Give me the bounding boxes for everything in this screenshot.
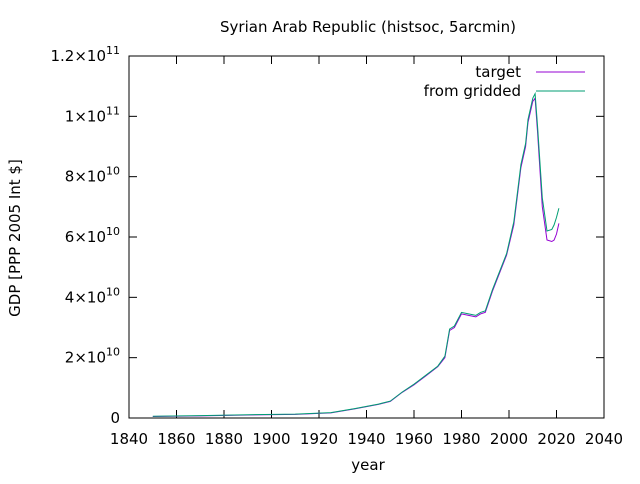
y-tick-label: 2×1010 bbox=[65, 346, 120, 367]
x-tick-label: 1860 bbox=[157, 430, 195, 448]
x-tick-label: 2000 bbox=[490, 430, 528, 448]
legend-label: target bbox=[475, 63, 521, 81]
x-axis-title: year bbox=[351, 456, 385, 474]
y-tick-label: 1×1011 bbox=[65, 104, 120, 125]
x-tick-label: 1900 bbox=[252, 430, 290, 448]
y-tick-exponent: 11 bbox=[106, 104, 120, 117]
y-tick-label: 0 bbox=[110, 409, 120, 427]
x-tick-label: 1980 bbox=[442, 430, 480, 448]
y-tick-exponent: 10 bbox=[106, 285, 120, 298]
x-tick-label: 2020 bbox=[537, 430, 575, 448]
series-line-2 bbox=[152, 91, 560, 417]
series-layer bbox=[152, 91, 560, 417]
y-tick-exponent: 10 bbox=[106, 225, 120, 238]
y-tick-exponent: 10 bbox=[106, 165, 120, 178]
series-line-1 bbox=[152, 96, 560, 417]
y-tick-label: 4×1010 bbox=[65, 285, 120, 306]
y-tick-exponent: 11 bbox=[106, 44, 120, 57]
x-tick-label: 2040 bbox=[585, 430, 623, 448]
x-axis: 1840 1860 1880 1900 1920 1940 1960 1980 2000 2020… bbox=[110, 56, 623, 448]
y-axis-title: GDP [PPP 2005 Int $] bbox=[6, 159, 24, 317]
x-tick-label: 1940 bbox=[347, 430, 385, 448]
x-tick-label: 1840 bbox=[110, 430, 148, 448]
legend-label: from gridded bbox=[424, 82, 521, 100]
x-tick-label: 1960 bbox=[395, 430, 433, 448]
y-tick-exponent: 10 bbox=[106, 346, 120, 359]
chart-title: Syrian Arab Republic (histsoc, 5arcmin) bbox=[220, 18, 516, 36]
x-tick-label: 1880 bbox=[205, 430, 243, 448]
plot-frame bbox=[128, 55, 605, 419]
y-tick-label: 6×1010 bbox=[65, 225, 120, 246]
y-tick-label: 8×1010 bbox=[65, 165, 120, 186]
y-tick-label: 1.2×1011 bbox=[50, 44, 120, 65]
y-axis: 0 2×1010 4×1010 6×1010 8×1010 1×1011 1.2×1011 bbox=[50, 44, 604, 427]
x-tick-label: 1920 bbox=[300, 430, 338, 448]
